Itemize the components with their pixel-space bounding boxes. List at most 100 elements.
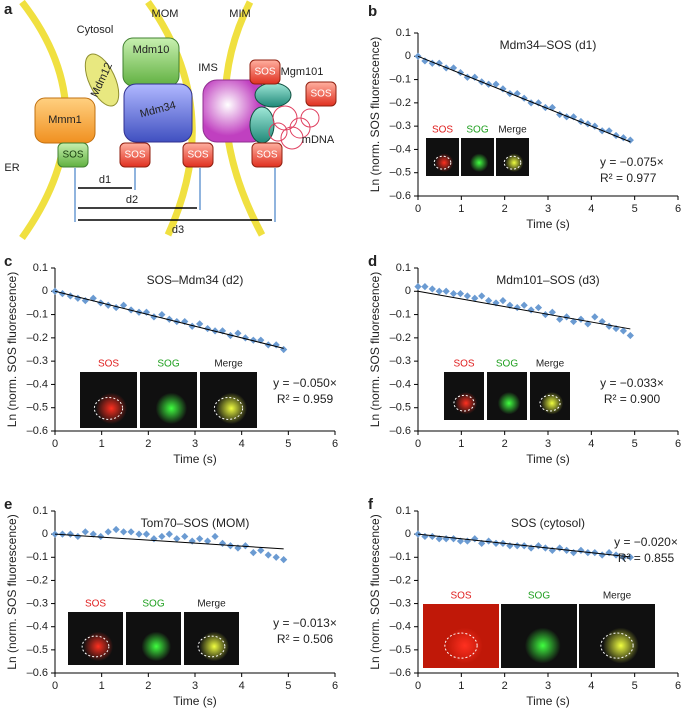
x-tick-label: 5 <box>632 203 638 215</box>
data-point <box>165 315 173 323</box>
inset-label: Merge <box>214 359 243 370</box>
distance-markers <box>74 168 276 222</box>
data-point <box>626 553 634 561</box>
x-tick-label: 1 <box>458 438 464 450</box>
y-tick-label: 0 <box>42 528 48 540</box>
data-point <box>81 528 89 536</box>
data-point <box>449 535 458 543</box>
diagram-label: d1 <box>99 174 111 186</box>
data-point <box>626 331 634 340</box>
y-axis-label: Ln (norm. SOS fluorescence) <box>368 514 382 669</box>
data-point <box>584 120 592 128</box>
data-point <box>584 320 592 328</box>
y-tick-label: –0.2 <box>390 574 411 586</box>
data-point <box>127 528 135 536</box>
y-tick-label: –0.5 <box>27 402 48 414</box>
data-point <box>66 292 74 300</box>
data-point <box>463 537 471 545</box>
inset-label: SOG <box>466 125 488 136</box>
y-tick-label: –0.5 <box>27 644 48 656</box>
diagram-label: ER <box>4 162 19 174</box>
roi-circle <box>197 635 226 658</box>
micrograph-spot <box>155 392 188 425</box>
y-tick-label: –0.5 <box>390 644 411 656</box>
inset-label: SOS <box>450 591 471 602</box>
data-point <box>463 73 471 81</box>
y-tick-label: –0.2 <box>390 332 411 344</box>
data-point <box>112 525 120 534</box>
data-point <box>280 556 288 564</box>
data-point <box>534 542 543 550</box>
data-point <box>612 324 620 333</box>
data-point <box>112 303 120 312</box>
micrograph-spot <box>540 392 564 415</box>
x-tick-label: 0 <box>52 680 58 692</box>
panel-letter: f <box>368 496 374 513</box>
data-point <box>598 317 606 326</box>
data-point <box>272 341 280 349</box>
data-point <box>442 535 450 543</box>
x-tick-label: 0 <box>415 203 421 215</box>
data-point <box>74 294 82 302</box>
data-point <box>577 546 585 554</box>
y-tick-label: –0.5 <box>390 167 411 179</box>
data-point <box>74 532 82 541</box>
data-point <box>421 57 429 65</box>
x-tick-label: 5 <box>285 438 291 450</box>
data-point <box>619 553 627 561</box>
x-tick-label: 1 <box>99 438 105 450</box>
panel-letter: d <box>368 253 377 270</box>
data-point <box>513 542 521 550</box>
data-point <box>421 283 429 291</box>
x-axis-label: Time (s) <box>526 452 570 466</box>
data-point <box>513 303 521 312</box>
data-point <box>499 297 507 305</box>
data-point <box>492 80 500 88</box>
data-point <box>520 301 528 309</box>
diagram-label: SOS <box>187 150 208 161</box>
data-point <box>619 327 627 335</box>
data-point <box>449 290 458 298</box>
r-squared: R² = 0.855 <box>618 551 675 565</box>
data-point <box>428 285 436 293</box>
y-tick-label: –0.3 <box>390 597 411 609</box>
y-tick-label: –0.4 <box>390 621 411 633</box>
x-tick-label: 4 <box>588 680 594 692</box>
x-tick-label: 3 <box>545 680 551 692</box>
chart-title: Mdm101–SOS (d3) <box>496 273 599 287</box>
data-point <box>218 539 227 547</box>
micrograph-spot <box>215 392 248 425</box>
x-axis-label: Time (s) <box>173 694 217 708</box>
data-point <box>158 532 166 541</box>
data-point <box>104 301 112 309</box>
y-tick-label: –0.6 <box>390 667 411 679</box>
x-tick-label: 2 <box>502 680 508 692</box>
data-point <box>218 327 227 335</box>
data-point <box>569 317 578 326</box>
diagram-label: SOS <box>124 150 145 161</box>
diagram-label: SOS <box>62 150 83 161</box>
x-tick-label: 4 <box>239 438 245 450</box>
fit-equation: y = −0.033× <box>600 376 664 390</box>
diagram-label: Cytosol <box>77 24 114 36</box>
sos-box <box>305 81 337 107</box>
data-point <box>563 313 571 321</box>
x-tick-label: 2 <box>502 203 508 215</box>
roi-circle <box>81 635 110 658</box>
fit-line <box>417 55 631 143</box>
inset-label: SOS <box>453 359 474 370</box>
data-point <box>563 113 571 121</box>
data-point <box>204 324 212 333</box>
diagram-label: mDNA <box>302 134 335 146</box>
inset-label: SOS <box>98 359 119 370</box>
data-point <box>428 532 436 541</box>
x-tick-label: 2 <box>145 680 151 692</box>
y-tick-label: –0.1 <box>390 551 411 563</box>
fit-line <box>417 290 631 330</box>
y-tick-label: –0.1 <box>390 308 411 320</box>
x-tick-label: 6 <box>332 680 338 692</box>
chart-title: Tom70–SOS (MOM) <box>141 516 250 530</box>
data-point <box>150 313 158 321</box>
data-point <box>591 313 599 321</box>
